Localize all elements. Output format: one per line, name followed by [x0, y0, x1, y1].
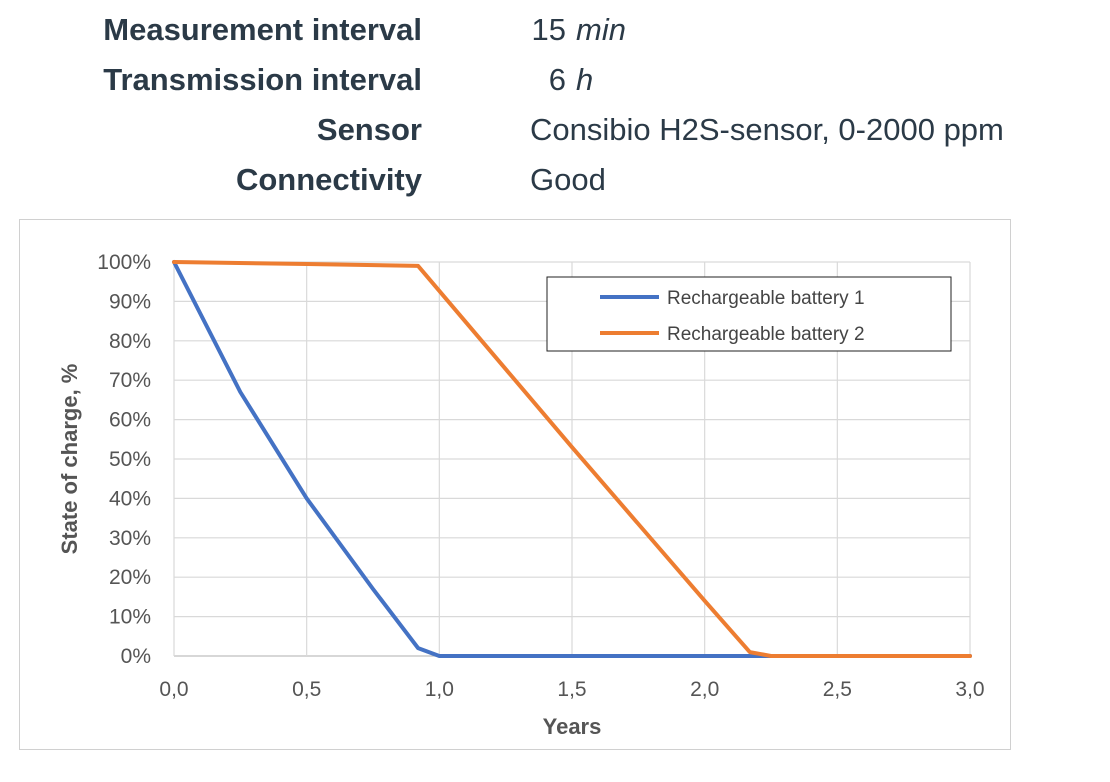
x-axis-title: Years [543, 714, 602, 739]
spec-value-sensor: Consibio H2S-sensor, 0-2000 ppm [530, 112, 1004, 147]
y-tick-label: 50% [109, 448, 151, 471]
grid-lines [173, 261, 971, 657]
series-line-2 [172, 260, 972, 658]
legend-box [546, 276, 952, 352]
y-axis-ticks: 0% 10% 20% 30% 40% 50% 60% 70% 80% 90% 100% [97, 251, 151, 668]
y-tick-label: 0% [121, 645, 151, 668]
y-tick-label: 90% [109, 290, 151, 313]
y-tick-label: 20% [109, 566, 151, 589]
x-tick-label: 0,5 [292, 678, 321, 701]
x-tick-label: 0,0 [159, 678, 188, 701]
spec-label-transmission-interval: Transmission interval [103, 62, 422, 97]
x-tick-label: 2,5 [823, 678, 852, 701]
y-tick-label: 70% [109, 369, 151, 392]
x-axis-ticks: 0,0 0,5 1,0 1,5 2,0 2,5 3,0 [159, 678, 984, 701]
legend-label: Rechargeable battery 1 [667, 288, 865, 309]
measurement-interval-value: 15 [531, 12, 566, 47]
spec-label-sensor: Sensor [316, 112, 422, 147]
y-tick-label: 60% [109, 409, 151, 432]
y-tick-label: 80% [109, 330, 151, 353]
x-tick-label: 1,5 [557, 678, 586, 701]
legend-label: Rechargeable battery 2 [667, 324, 865, 345]
y-tick-label: 100% [97, 251, 151, 274]
spec-value-connectivity: Good [530, 162, 606, 197]
transmission-interval-value: 6 [548, 62, 566, 97]
series-lines [172, 260, 972, 658]
soc-line-chart: 0% 10% 20% 30% 40% 50% 60% 70% 80% 90% 100% 0,0 0,5… [57, 251, 985, 739]
measurement-interval-unit: min [576, 12, 626, 47]
x-tick-label: 1,0 [425, 678, 454, 701]
x-tick-label: 3,0 [955, 678, 984, 701]
y-axis-title: State of charge, % [57, 364, 82, 555]
series-line-1 [172, 260, 972, 658]
x-tick-label: 2,0 [690, 678, 719, 701]
spec-label-measurement-interval: Measurement interval [103, 12, 422, 47]
y-tick-label: 30% [109, 527, 151, 550]
y-tick-label: 40% [109, 487, 151, 510]
transmission-interval-unit: h [576, 62, 594, 97]
spec-label-connectivity: Connectivity [235, 162, 422, 197]
chart-legend: Rechargeable battery 1 Rechargeable batte… [546, 276, 952, 352]
y-tick-label: 10% [109, 606, 151, 629]
spec-value-measurement-interval: 15 min [530, 12, 626, 48]
chart-frame: 0% 10% 20% 30% 40% 50% 60% 70% 80% 90% 100% 0,0 0,5… [19, 219, 1011, 750]
